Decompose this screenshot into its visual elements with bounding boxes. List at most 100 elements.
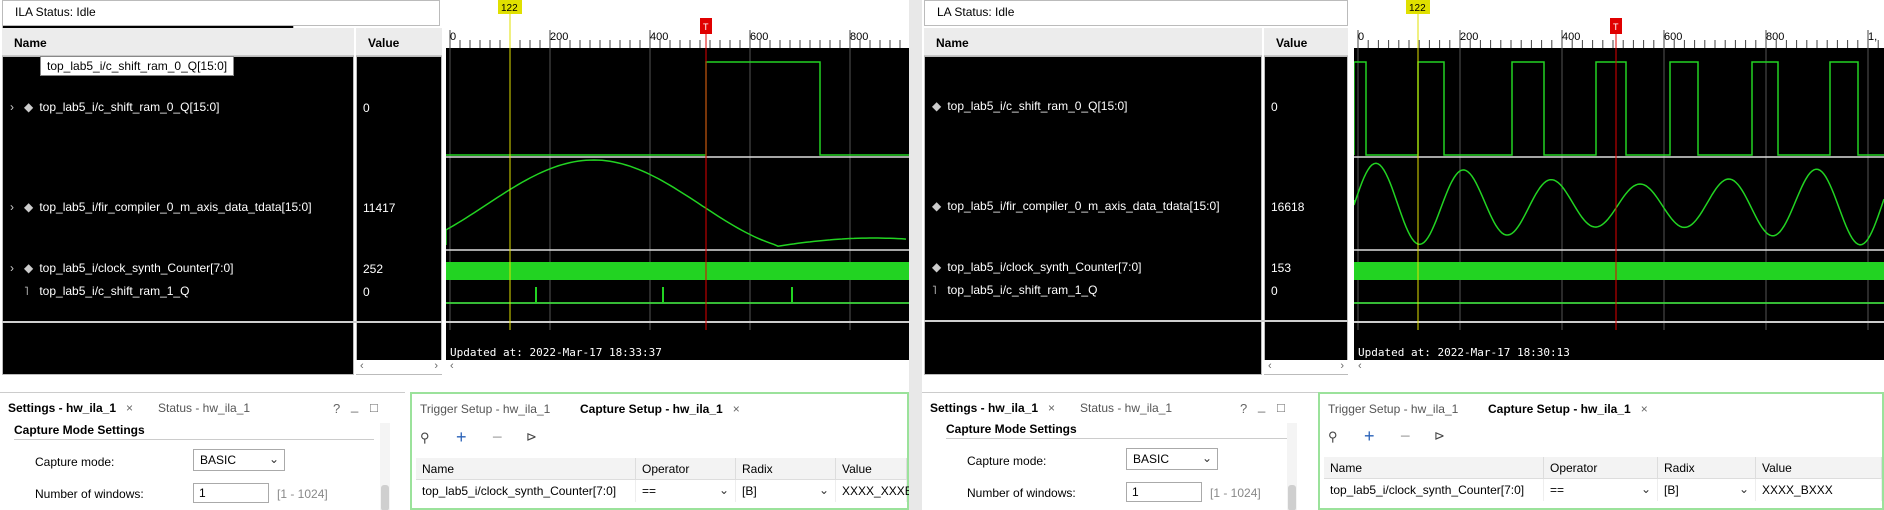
tab-capture-setup[interactable]: Capture Setup - hw_ila_1 ×	[572, 394, 748, 424]
trigger-marker	[700, 18, 712, 34]
row-radix[interactable]: [B] ⌄	[736, 480, 836, 502]
ruler-label: 600	[1664, 31, 1682, 43]
col-value[interactable]: Value	[836, 458, 907, 480]
ruler-label: 400	[1562, 31, 1580, 43]
scroll-left-icon[interactable]: ‹	[360, 360, 364, 372]
search-icon[interactable]: ⚲	[1328, 429, 1338, 444]
tab-trigger-setup[interactable]: Trigger Setup - hw_ila_1	[420, 402, 551, 416]
windows-range-hint: [1 - 1024]	[1210, 486, 1261, 500]
wave-counter-bus	[1354, 262, 1884, 280]
waveform-canvas[interactable]: 0 200 400 600 800 1, 122 T	[1354, 0, 1884, 360]
capture-mode-select[interactable]: BASIC ⌄	[193, 449, 285, 471]
close-icon[interactable]: ×	[126, 401, 134, 415]
expand-icon[interactable]: ›	[10, 261, 14, 275]
settings-vscroll[interactable]	[380, 423, 390, 510]
signal-row-shift-ram-1[interactable]: ˥ top_lab5_i/c_shift_ram_1_Q	[932, 283, 1098, 297]
windows-input[interactable]: 1	[193, 483, 269, 503]
col-radix[interactable]: Radix	[736, 458, 836, 480]
value-counter: 252	[363, 262, 384, 276]
scroll-left-icon[interactable]: ‹	[1268, 360, 1272, 372]
plus-icon[interactable]: +	[1364, 426, 1375, 446]
wave-shift-ram-0	[1354, 61, 1884, 156]
updated-timestamp: Updated at: 2022-Mar-17 18:33:37	[450, 346, 662, 359]
col-operator[interactable]: Operator	[1544, 457, 1658, 479]
col-operator[interactable]: Operator	[636, 458, 736, 480]
value-hscroll[interactable]: ‹ ›	[356, 360, 442, 374]
tab-trigger-setup[interactable]: Trigger Setup - hw_ila_1	[1328, 402, 1459, 416]
tab-status[interactable]: Status - hw_ila_1	[158, 401, 251, 415]
divider	[2, 321, 442, 323]
signal-row-counter[interactable]: ◆ top_lab5_i/clock_synth_Counter[7:0]	[932, 260, 1142, 274]
expand-icon[interactable]: ›	[10, 100, 14, 114]
cursor-marker-label: 122	[1409, 3, 1426, 14]
tab-settings[interactable]: Settings - hw_ila_1 ×	[0, 393, 142, 423]
row-radix[interactable]: [B] ⌄	[1658, 479, 1756, 501]
probe-icon[interactable]: ⊳	[526, 429, 537, 444]
close-icon[interactable]: ×	[1048, 401, 1056, 415]
tab-settings[interactable]: Settings - hw_ila_1 ×	[922, 393, 1064, 423]
close-icon[interactable]: ×	[1640, 402, 1648, 416]
probe-icon[interactable]: ⊳	[1434, 428, 1445, 443]
settings-panel: Settings - hw_ila_1 × Status - hw_ila_1 ?…	[0, 392, 405, 510]
waveform-canvas[interactable]: 0 200 400 600 800 122 T	[446, 0, 909, 360]
ila-status: ILA Status: Idle	[2, 0, 440, 26]
bus-icon: ◆	[932, 260, 942, 274]
value-fir: 16618	[1271, 200, 1305, 214]
signal-row-shift-ram-1[interactable]: ˥ top_lab5_i/c_shift_ram_1_Q	[24, 284, 190, 298]
scroll-right-icon[interactable]: ›	[434, 360, 438, 372]
value-hscroll[interactable]: ‹ ›	[1264, 360, 1348, 374]
maximize-icon[interactable]: □	[1277, 400, 1285, 415]
chevron-down-icon: ⌄	[1640, 482, 1651, 496]
signal-row-shift-ram-0[interactable]: ◆ top_lab5_i/c_shift_ram_0_Q[15:0]	[932, 99, 1128, 113]
maximize-icon[interactable]: □	[370, 400, 378, 415]
windows-input[interactable]: 1	[1126, 482, 1202, 502]
value-column-header[interactable]: Value	[1264, 28, 1348, 56]
tab-status[interactable]: Status - hw_ila_1	[1080, 401, 1173, 415]
scroll-left-icon[interactable]: ‹	[1358, 360, 1362, 372]
value-column-header[interactable]: Value	[356, 28, 442, 56]
minimize-icon[interactable]: _	[1258, 398, 1266, 413]
help-icon[interactable]: ?	[333, 401, 341, 416]
waveform-viewer[interactable]: 0 200 400 600 800 1, 122 T Updated at: 2022-Mar…	[1354, 0, 1884, 360]
name-column-header[interactable]: Name	[2, 28, 354, 56]
chevron-down-icon: ⌄	[818, 483, 829, 497]
help-icon[interactable]: ?	[1240, 401, 1248, 416]
expand-icon[interactable]: ›	[10, 200, 14, 214]
row-value[interactable]: XXXX_XXXB	[836, 480, 913, 502]
trigger-marker	[1610, 18, 1622, 34]
waveform-hscroll[interactable]: ‹	[446, 360, 909, 374]
minus-icon[interactable]: −	[1400, 426, 1411, 446]
bus-icon: ◆	[24, 100, 34, 114]
col-value[interactable]: Value	[1756, 457, 1882, 479]
signal-row-shift-ram-0[interactable]: › ◆ top_lab5_i/c_shift_ram_0_Q[15:0]	[10, 100, 220, 114]
minimize-icon[interactable]: _	[351, 398, 359, 413]
plus-icon[interactable]: +	[456, 427, 467, 447]
row-value[interactable]: XXXX_BXXX	[1756, 479, 1882, 501]
capture-mode-settings-title: Capture Mode Settings	[946, 422, 1077, 436]
minus-icon[interactable]: −	[492, 427, 503, 447]
row-name[interactable]: top_lab5_i/clock_synth_Counter[7:0]	[416, 480, 636, 502]
col-name[interactable]: Name	[416, 458, 636, 480]
col-radix[interactable]: Radix	[1658, 457, 1756, 479]
row-name[interactable]: top_lab5_i/clock_synth_Counter[7:0]	[1324, 479, 1544, 501]
signal-row-fir[interactable]: ◆ top_lab5_i/fir_compiler_0_m_axis_data_…	[932, 199, 1220, 213]
close-icon[interactable]: ×	[732, 402, 740, 416]
scroll-left-icon[interactable]: ‹	[450, 360, 454, 372]
waveform-viewer[interactable]: 0 200 400 600 800 122 T Updated at: 2022-Mar-1…	[446, 0, 909, 360]
divider	[946, 438, 1291, 439]
row-operator[interactable]: == ⌄	[1544, 479, 1658, 501]
waveform-hscroll[interactable]: ‹	[1354, 360, 1884, 374]
capture-mode-settings-title: Capture Mode Settings	[14, 423, 145, 437]
row-operator[interactable]: == ⌄	[636, 480, 736, 502]
col-name[interactable]: Name	[1324, 457, 1544, 479]
name-column-header[interactable]: Name	[924, 28, 1262, 56]
signal-row-fir[interactable]: › ◆ top_lab5_i/fir_compiler_0_m_axis_data…	[10, 200, 312, 214]
signal-row-counter[interactable]: › ◆ top_lab5_i/clock_synth_Counter[7:0]	[10, 261, 234, 275]
search-icon[interactable]: ⚲	[420, 430, 430, 445]
scroll-thumb[interactable]	[1288, 485, 1296, 510]
settings-vscroll[interactable]	[1287, 423, 1297, 510]
capture-mode-select[interactable]: BASIC ⌄	[1126, 448, 1218, 470]
tab-capture-setup[interactable]: Capture Setup - hw_ila_1 ×	[1480, 394, 1656, 424]
scroll-thumb[interactable]	[381, 485, 389, 510]
scroll-right-icon[interactable]: ›	[1340, 360, 1344, 372]
